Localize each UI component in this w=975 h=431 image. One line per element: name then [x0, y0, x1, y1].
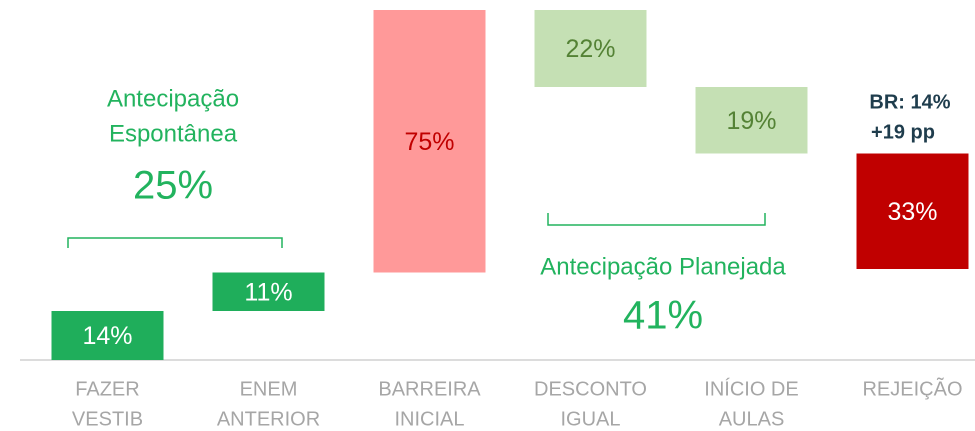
x-tick-label: DESCONTO — [534, 378, 647, 400]
x-tick-label: INÍCIO DE — [704, 377, 798, 400]
value-label: 33% — [887, 198, 937, 226]
x-tick-label: VESTIB — [72, 408, 143, 430]
annotation: Espontânea — [109, 120, 238, 147]
bar — [51, 311, 164, 360]
x-tick-label: IGUAL — [560, 408, 620, 430]
x-tick-label: REJEIÇÃO — [862, 376, 962, 400]
value-label: 19% — [726, 107, 776, 135]
bracket — [547, 213, 766, 226]
x-tick-label: FAZER — [75, 378, 139, 400]
value-label: 14% — [82, 322, 132, 350]
x-tick-label: INICIAL — [394, 408, 464, 430]
value-label: 22% — [565, 35, 615, 63]
bar — [856, 153, 969, 269]
x-tick-label: AULAS — [719, 408, 785, 430]
x-tick-label: ENEM — [240, 378, 298, 400]
value-label: 11% — [244, 278, 292, 306]
bracket — [67, 237, 283, 248]
annotation: BR: 14% — [869, 91, 950, 113]
bar — [695, 87, 808, 154]
annotation: Antecipação — [107, 85, 239, 112]
x-tick-label: BARREIRA — [378, 378, 481, 400]
annotation: Antecipação Planejada — [540, 253, 786, 280]
bar — [534, 10, 647, 87]
annotation: 41% — [623, 294, 703, 338]
annotation: +19 pp — [871, 121, 935, 143]
bar — [212, 272, 325, 311]
value-label: 75% — [404, 128, 454, 156]
annotation: 25% — [133, 164, 213, 208]
x-tick-label: ANTERIOR — [217, 408, 320, 430]
bar — [373, 10, 486, 273]
